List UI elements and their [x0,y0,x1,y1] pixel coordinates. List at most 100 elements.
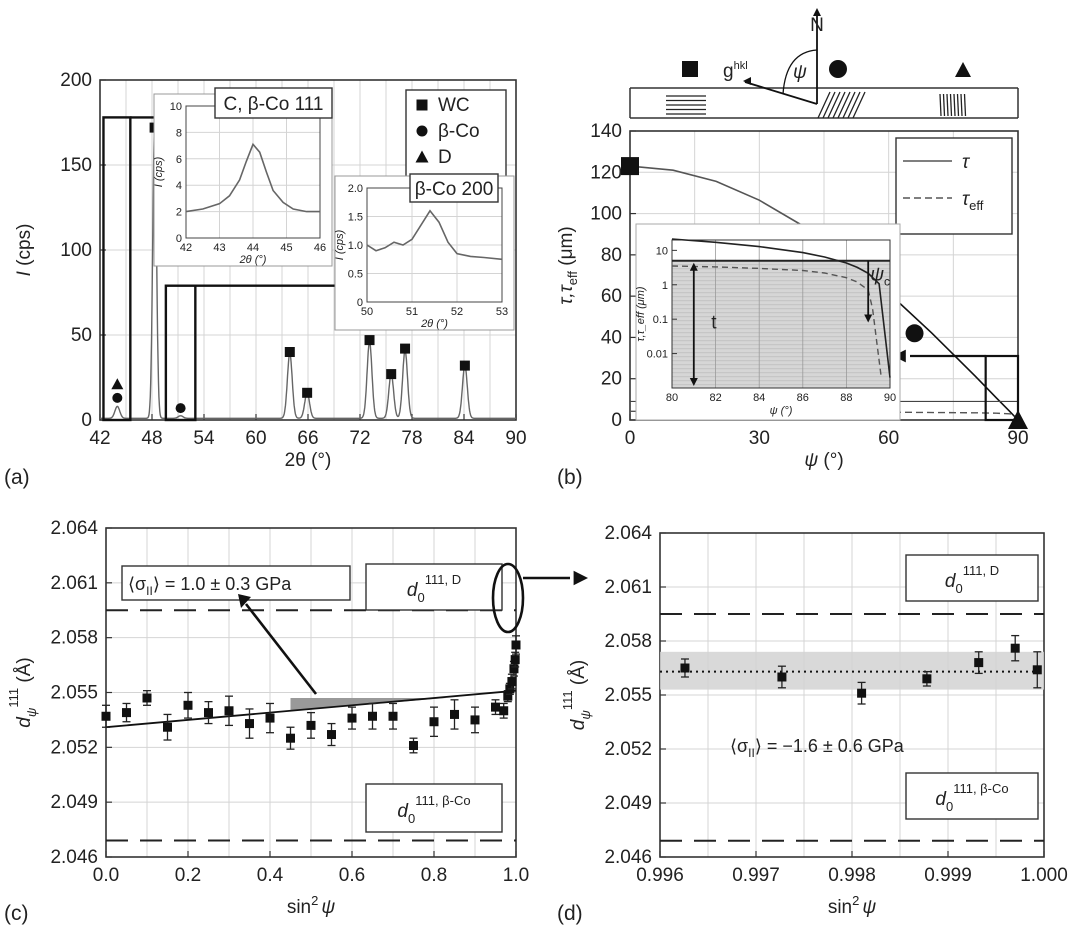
x-axis-symbol: 2θ [285,450,306,471]
peak-marker-square [364,335,375,346]
grain-hatch [827,91,841,119]
stress-label: ⟨σII⟩ = 1.0 ± 0.3 GPa [128,574,292,598]
data-point [1010,643,1020,653]
y-tick-label: 2.049 [50,792,98,813]
x-axis-label: ψ (°) [804,450,843,471]
y-tick-label: 2.058 [50,628,98,649]
y-tick-label: 40 [601,327,622,348]
peak-marker-square [459,360,470,371]
data-point [429,717,439,727]
inset-tau-curve [671,238,891,378]
data-point [204,708,213,718]
normal-label: N [810,15,824,36]
reference-label-cobalt-sup: 111, β-Co [953,781,1008,796]
data-point [450,709,459,719]
y-axis-label: dψ111 (Å) [6,657,39,727]
data-marker-square [621,157,639,176]
grain-hatch [960,93,963,117]
data-point [470,715,480,725]
inset-frame [671,239,891,389]
legend: WC β-Co D [405,89,507,187]
highlight-ellipse [491,562,525,634]
reference-label-diamond-box [365,563,503,611]
inset-co200: 50 51 52 53 0 0.5 1.0 1.5 2.0 2θ (°) I (cps) β-Co 2… [334,173,515,331]
legend-label-tau-eff: τeff [962,189,984,213]
x-axis-label: sin2 ψ [828,893,877,918]
y-axis-unit: (cps) [14,224,35,272]
reference-label-cobalt-symbol: d [397,801,409,822]
x-tick-label: 0.997 [732,865,780,886]
inset-line [185,142,320,213]
chart-c: 0.0 0.2 0.4 0.6 0.8 1.0 2.046 2.049 2.052 2.055 2.… [6,518,588,918]
y-tick-label: 50 [71,325,92,346]
grain-hatch [832,91,846,119]
x-tick-label: 84 [453,428,475,449]
inset-x-tick-label: 90 [884,392,896,404]
reference-label-cobalt-box [365,783,503,833]
y-tick-label: 0 [611,410,622,431]
critical-angle-label: ψc [870,265,890,289]
y-tick-label: 2.055 [604,685,652,706]
data-point [368,711,377,721]
x-tick-label: 90 [1007,428,1028,449]
legend-marker-triangle [415,150,429,163]
surface-normal-head [813,8,821,16]
inset-y-tick-label: 4 [176,180,182,192]
reference-label-diamond: d0111, D [407,572,461,605]
y-tick-label: 2.052 [50,737,98,758]
inset-x-tick-label: 51 [406,306,418,318]
data-point [347,713,357,723]
x-tick-label: 0.998 [828,865,876,886]
data-point [409,741,418,751]
y-tick-label: 120 [590,162,622,183]
inset-title-box [409,173,499,203]
data-point [922,674,932,684]
stress-symbol: ⟨σ [128,574,146,594]
grain-hatch [953,93,956,117]
x-tick-label: 72 [349,428,370,449]
y-axis-unit: (Å) [14,657,35,688]
grain-hatch [956,93,960,117]
inset-x-tick-label: 86 [797,392,809,404]
schematic-triangle-marker [955,62,971,77]
data-point [507,677,517,687]
y-tick-label: 2.058 [604,631,652,652]
schematic-circle-marker [829,60,847,78]
inset-y-tick-label: 1.0 [348,240,363,252]
peak-marker-square [400,343,411,354]
x-axis-sup: 2 [311,893,318,908]
inset-line [366,209,503,261]
inset-b: 80 82 84 86 88 90 10 1 0.1 0.01 t ψc ψ (°) τ,τ_eff (μ… [635,223,901,421]
thickness-arrow-bottom [689,378,698,386]
x-tick-label: 0.2 [175,865,201,886]
stress-pointer [244,603,318,695]
data-point [265,713,275,723]
y-tick-label: 2.052 [604,739,652,760]
x-tick-label: 0 [625,428,636,449]
x-axis-label: sin2 ψ [287,893,336,918]
y-axis-sub: eff [565,271,580,286]
y-tick-label: 100 [60,240,92,261]
data-point [183,700,193,710]
reference-label-diamond: d0111, D [945,563,999,596]
data-point [680,663,690,673]
y-tick-label: 100 [590,204,622,225]
inset-x-label: 2θ (°) [420,318,448,330]
inset-title-box [214,87,333,119]
data-point [122,708,131,718]
y-tick-label: 2.061 [604,577,652,598]
data-point [101,711,111,721]
peak-marker-square [284,347,295,357]
inset-y-tick-label: 1 [662,280,668,292]
x-axis-sup: 2 [852,893,859,908]
psi-angle-label: ψ [793,62,807,83]
legend-label: β-Co [438,121,480,142]
x-tick-label: 66 [297,428,318,449]
x-tick-label: 30 [749,428,770,449]
inset-x-tick-label: 43 [213,242,225,254]
inset-y-tick-label: 0 [176,233,182,245]
inset-x-tick-label: 52 [451,306,463,318]
